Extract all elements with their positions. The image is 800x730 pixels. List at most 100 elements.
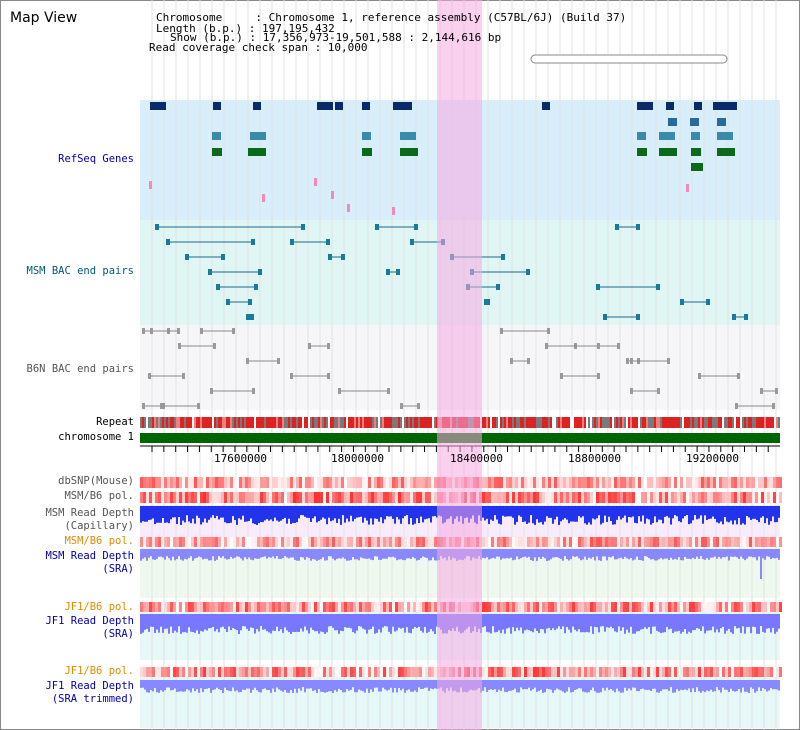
- depth-bar-sra: [586, 614, 588, 633]
- pol-band: [386, 667, 389, 677]
- pol-band: [587, 492, 590, 503]
- pol-band: [719, 492, 722, 503]
- repeat-mark: [704, 417, 706, 428]
- depth-bar-sra: [148, 614, 150, 632]
- depth-bar-trimmed: [236, 680, 238, 691]
- depth-bar-capillary: [626, 506, 628, 523]
- pol-band: [275, 602, 278, 612]
- repeat-mark: [200, 417, 202, 428]
- pol-band: [284, 492, 287, 503]
- depth-bar-trimmed: [182, 680, 184, 692]
- pol-band: [170, 492, 173, 503]
- pol-band: [143, 667, 146, 677]
- pol-band: [710, 537, 713, 547]
- depth-bar-sra: [376, 549, 378, 557]
- repeat-mark: [680, 417, 682, 428]
- dbsnp-band: [647, 477, 650, 488]
- depth-bar-capillary: [588, 506, 590, 523]
- depth-bar-trimmed: [496, 680, 498, 693]
- dbsnp-band: [515, 477, 518, 488]
- pol-band: [542, 537, 545, 547]
- depth-bar-trimmed: [374, 680, 376, 688]
- pol-band: [734, 492, 737, 503]
- pol-band: [317, 667, 320, 677]
- pol-band: [344, 492, 347, 503]
- depth-bar-sra: [656, 614, 658, 631]
- depth-bar-capillary: [290, 506, 292, 524]
- depth-bar-sra: [502, 614, 504, 630]
- depth-bar-sra: [186, 549, 188, 560]
- repeat-mark: [398, 417, 400, 428]
- pol-band: [158, 537, 161, 547]
- depth-bar-capillary: [744, 506, 746, 525]
- depth-bar-trimmed: [164, 680, 166, 691]
- gene-feature: [542, 102, 550, 110]
- repeat-mark: [434, 417, 436, 428]
- pol-band: [767, 492, 770, 503]
- depth-bar-sra: [198, 614, 200, 634]
- pol-band: [752, 537, 755, 547]
- depth-bar-capillary: [162, 506, 164, 518]
- pol-band: [239, 602, 242, 612]
- depth-bar-sra: [622, 614, 624, 628]
- depth-bar-capillary: [288, 506, 290, 519]
- repeat-mark: [332, 417, 334, 428]
- depth-bar-capillary: [208, 506, 210, 520]
- bac-end: [185, 254, 189, 260]
- pol-band: [536, 537, 539, 547]
- depth-bar-sra: [154, 614, 156, 633]
- depth-bar-capillary: [644, 506, 646, 524]
- depth-bar-sra: [538, 614, 540, 634]
- pol-band: [236, 492, 239, 503]
- depth-bar-sra: [506, 549, 508, 559]
- depth-bar-sra: [572, 549, 574, 557]
- depth-bar-capillary: [738, 506, 740, 518]
- depth-bar-capillary: [772, 506, 774, 517]
- depth-bar-sra: [580, 614, 582, 633]
- pol-band: [263, 602, 266, 612]
- depth-bar-sra: [630, 614, 632, 627]
- gene-feature: [690, 118, 699, 126]
- bac-end: [327, 373, 330, 379]
- pol-band: [290, 602, 293, 612]
- chromosome-ideogram[interactable]: [530, 53, 730, 65]
- depth-bar-sra: [318, 614, 320, 634]
- dbsnp-band: [371, 477, 374, 488]
- depth-bar-capillary: [558, 506, 560, 525]
- pol-band: [167, 537, 170, 547]
- depth-bar-capillary: [622, 506, 624, 518]
- repeat-mark: [226, 417, 228, 428]
- selected-region-highlight[interactable]: [437, 0, 482, 730]
- dbsnp-band: [743, 477, 746, 488]
- depth-bar-sra: [498, 549, 500, 557]
- pol-band: [221, 667, 224, 677]
- depth-bar-trimmed: [256, 680, 258, 691]
- pol-band: [770, 602, 773, 612]
- depth-bar-trimmed: [652, 680, 654, 689]
- pol-band: [542, 492, 545, 503]
- depth-bar-sra: [256, 549, 258, 559]
- depth-bar-capillary: [268, 506, 270, 521]
- pol-band: [611, 492, 614, 503]
- repeat-mark: [582, 417, 584, 428]
- pol-band: [278, 667, 281, 677]
- pol-band: [404, 537, 407, 547]
- pol-band: [338, 667, 341, 677]
- repeat-mark: [354, 417, 356, 428]
- depth-bar-sra: [490, 614, 492, 634]
- pol-band: [674, 602, 677, 612]
- pol-band: [770, 537, 773, 547]
- repeat-mark: [666, 417, 668, 428]
- pol-band: [338, 492, 341, 503]
- dbsnp-band: [230, 477, 233, 488]
- pol-band: [296, 667, 299, 677]
- depth-bar-capillary: [486, 506, 488, 519]
- pol-band: [701, 602, 704, 612]
- pol-band: [593, 667, 596, 677]
- depth-bar-trimmed: [214, 680, 216, 690]
- depth-bar-sra: [202, 549, 204, 560]
- pol-band: [635, 492, 638, 503]
- depth-bar-sra: [628, 549, 630, 560]
- pol-band: [632, 492, 635, 503]
